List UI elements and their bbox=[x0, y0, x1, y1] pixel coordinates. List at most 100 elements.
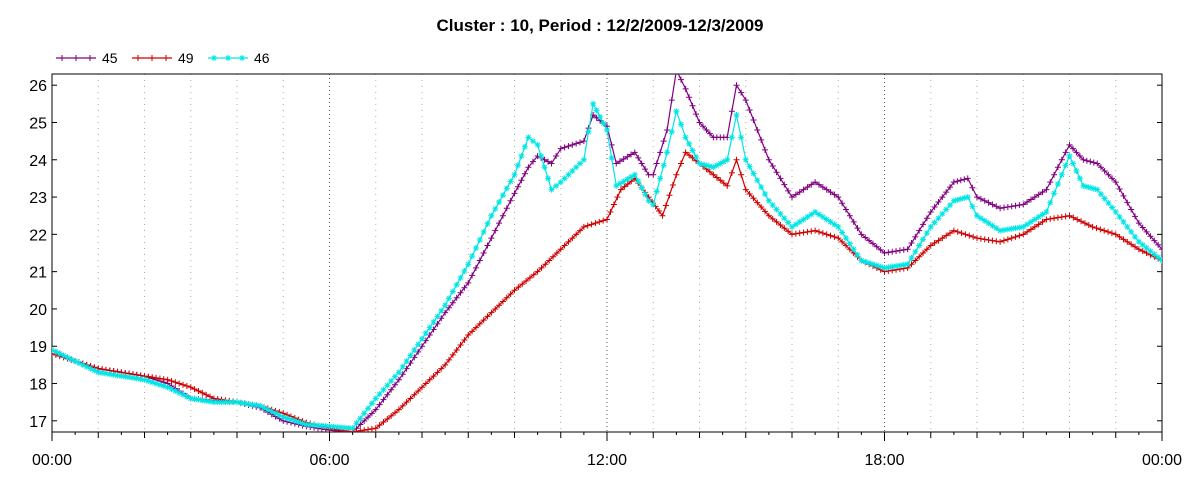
data-point bbox=[280, 414, 287, 421]
data-point bbox=[465, 261, 472, 268]
legend-marker bbox=[239, 55, 245, 61]
data-point bbox=[545, 158, 552, 165]
data-point bbox=[199, 397, 206, 404]
data-point bbox=[1039, 189, 1046, 196]
data-point bbox=[616, 180, 623, 187]
data-point bbox=[662, 202, 669, 209]
data-point bbox=[1139, 224, 1146, 231]
data-point bbox=[682, 134, 689, 141]
data-point bbox=[881, 250, 888, 256]
data-point bbox=[514, 183, 521, 190]
data-point bbox=[492, 305, 499, 312]
data-point bbox=[1066, 141, 1073, 148]
data-point bbox=[415, 341, 422, 348]
data-point bbox=[839, 200, 846, 207]
data-point bbox=[819, 184, 826, 191]
data-point bbox=[682, 149, 689, 156]
data-point bbox=[365, 405, 372, 412]
data-point bbox=[785, 219, 792, 226]
data-point bbox=[141, 376, 148, 383]
data-point bbox=[742, 156, 749, 163]
data-point bbox=[530, 271, 537, 278]
data-point bbox=[950, 197, 957, 204]
data-point bbox=[958, 230, 965, 237]
data-point bbox=[792, 191, 799, 198]
data-point bbox=[550, 253, 557, 260]
y-tick-label: 24 bbox=[29, 153, 47, 170]
data-point bbox=[1012, 233, 1019, 240]
data-point bbox=[392, 409, 399, 416]
data-point bbox=[819, 213, 826, 220]
data-point bbox=[746, 107, 753, 114]
data-point bbox=[445, 295, 452, 302]
data-point bbox=[525, 134, 532, 141]
data-point bbox=[831, 221, 838, 228]
data-point bbox=[187, 395, 194, 402]
data-point bbox=[812, 227, 819, 234]
legend-label: 49 bbox=[178, 50, 194, 66]
data-point bbox=[484, 242, 491, 249]
data-point bbox=[666, 192, 673, 199]
data-point bbox=[1054, 181, 1061, 188]
data-point bbox=[1016, 232, 1023, 239]
data-point bbox=[476, 257, 483, 264]
data-point bbox=[553, 153, 560, 160]
data-point bbox=[696, 119, 703, 126]
data-point bbox=[1051, 190, 1058, 197]
legend-item: 46 bbox=[208, 50, 270, 66]
data-point bbox=[407, 395, 414, 402]
data-point bbox=[1143, 228, 1150, 235]
data-point bbox=[699, 161, 706, 168]
data-point bbox=[518, 153, 525, 160]
data-point bbox=[496, 220, 503, 227]
data-point bbox=[403, 358, 410, 365]
data-point bbox=[839, 229, 846, 236]
x-tick-label: 00:00 bbox=[32, 452, 72, 469]
data-point bbox=[1155, 241, 1162, 248]
data-point bbox=[365, 426, 372, 432]
data-point bbox=[624, 176, 631, 183]
data-point bbox=[284, 415, 291, 422]
data-point bbox=[812, 208, 819, 215]
data-point bbox=[900, 246, 907, 253]
data-point bbox=[614, 194, 621, 201]
data-point bbox=[1069, 145, 1076, 152]
x-tick-label: 18:00 bbox=[864, 452, 904, 469]
data-point bbox=[260, 404, 267, 411]
data-point bbox=[823, 186, 830, 193]
data-point bbox=[476, 236, 483, 243]
legend-label: 45 bbox=[102, 50, 118, 66]
data-point bbox=[75, 360, 82, 367]
data-point bbox=[569, 141, 576, 148]
data-point bbox=[1097, 164, 1104, 171]
data-point bbox=[472, 324, 479, 331]
y-tick-label: 20 bbox=[29, 302, 47, 319]
data-point bbox=[728, 108, 735, 115]
data-point bbox=[624, 153, 631, 160]
data-point bbox=[445, 356, 452, 363]
data-point bbox=[118, 373, 125, 380]
data-point bbox=[792, 221, 799, 228]
data-point bbox=[264, 406, 271, 413]
data-point bbox=[943, 189, 950, 196]
data-point bbox=[997, 238, 1004, 245]
data-point bbox=[754, 177, 761, 184]
y-tick-label: 18 bbox=[29, 377, 47, 394]
data-point bbox=[1062, 162, 1069, 169]
data-point bbox=[395, 376, 402, 383]
data-point bbox=[311, 422, 318, 429]
data-point bbox=[728, 134, 735, 141]
data-point bbox=[557, 179, 564, 186]
data-point bbox=[900, 261, 907, 268]
data-point bbox=[738, 171, 745, 178]
data-point bbox=[376, 391, 383, 398]
data-point bbox=[808, 228, 815, 235]
data-point bbox=[889, 263, 896, 270]
data-point bbox=[642, 166, 649, 173]
data-point bbox=[407, 352, 414, 359]
data-point bbox=[530, 138, 536, 145]
data-point bbox=[796, 189, 803, 196]
data-point bbox=[839, 238, 846, 245]
data-point bbox=[831, 233, 838, 240]
data-point bbox=[689, 102, 696, 109]
